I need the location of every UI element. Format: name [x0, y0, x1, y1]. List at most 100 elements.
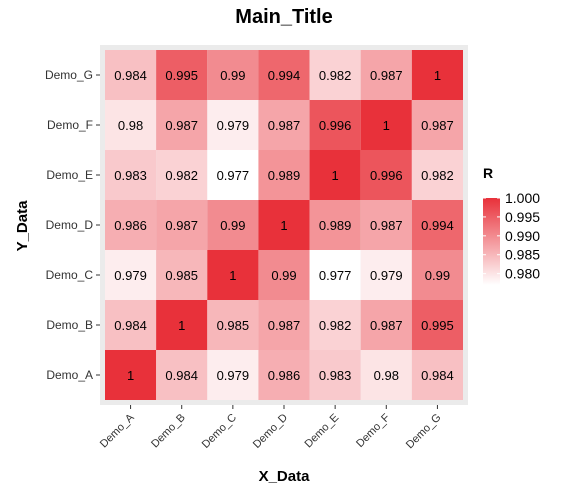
cell-value-label: 0.99 [271, 268, 296, 283]
cell-value-label: 0.986 [268, 368, 301, 383]
color-legend: R 1.000 0.995 0.990 0.985 0.980 [483, 165, 540, 285]
heatmap-cell [258, 250, 310, 300]
cell-value-label: 1 [127, 368, 134, 383]
heatmap-cell [105, 100, 157, 150]
heatmap-cell [309, 150, 361, 200]
heatmap-cell [360, 100, 412, 150]
cell-value-label: 0.995 [421, 318, 454, 333]
heatmap-cell [360, 200, 412, 250]
heatmap-cell [105, 200, 157, 250]
cell-value-label: 0.983 [114, 168, 147, 183]
cell-value-label: 0.987 [268, 118, 301, 133]
cell-value-label: 0.984 [114, 68, 147, 83]
y-tick-label: Demo_C [46, 268, 94, 282]
heatmap-cell-labels: 1 0.984 0.979 0.986 0.983 0.98 0.984 0.984 1 0.98… [114, 68, 453, 383]
heatmap-cell [156, 300, 208, 350]
x-axis: Demo_A Demo_B Demo_C Demo_D Demo_E Demo_F Demo… [98, 405, 444, 451]
chart-title: Main_Title [235, 6, 332, 28]
cell-value-label: 1 [178, 318, 185, 333]
heatmap-cell [156, 250, 208, 300]
heatmap-cell [207, 250, 259, 300]
heatmap-cell [156, 150, 208, 200]
heatmap-cell [360, 50, 412, 100]
cell-value-label: 0.98 [118, 118, 143, 133]
cell-value-label: 0.985 [165, 268, 198, 283]
cell-value-label: 1 [383, 118, 390, 133]
legend-colorbar [483, 198, 500, 285]
y-tick-label: Demo_F [47, 118, 93, 132]
cell-value-label: 0.982 [319, 318, 352, 333]
cell-value-label: 0.987 [370, 68, 403, 83]
cell-value-label: 0.979 [217, 118, 250, 133]
cell-value-label: 0.986 [114, 218, 147, 233]
x-tick-label: Demo_C [200, 412, 239, 451]
cell-value-label: 0.99 [220, 218, 245, 233]
y-axis: Demo_A Demo_B Demo_C Demo_D Demo_E Demo_F Demo… [45, 68, 100, 382]
legend-tick-label: 0.995 [505, 209, 540, 225]
y-tick-label: Demo_D [46, 218, 94, 232]
heatmap-cell [156, 350, 208, 400]
heatmap-cell [258, 350, 310, 400]
heatmap-cell [105, 150, 157, 200]
heatmap-cell [105, 250, 157, 300]
cell-value-label: 0.982 [319, 68, 352, 83]
cell-value-label: 0.987 [165, 118, 198, 133]
cell-value-label: 0.979 [114, 268, 147, 283]
cell-value-label: 0.987 [421, 118, 454, 133]
cell-value-label: 0.989 [268, 168, 301, 183]
heatmap-cell [207, 100, 259, 150]
cell-value-label: 0.977 [217, 168, 250, 183]
heatmap-cell [360, 350, 412, 400]
heatmap-cell [258, 100, 310, 150]
y-tick-label: Demo_A [46, 368, 93, 382]
heatmap-cell [156, 100, 208, 150]
y-axis-title: Y_Data [14, 200, 31, 252]
cell-value-label: 0.979 [370, 268, 403, 283]
legend-tick-label: 0.985 [505, 247, 540, 263]
cell-value-label: 0.979 [217, 368, 250, 383]
heatmap-cell [258, 50, 310, 100]
legend-tick-label: 1.000 [505, 190, 540, 206]
cell-value-label: 0.99 [425, 268, 450, 283]
heatmap-cell [411, 50, 463, 100]
heatmap-cell [309, 300, 361, 350]
cell-value-label: 0.987 [268, 318, 301, 333]
heatmap-cell [411, 150, 463, 200]
legend-ticks: 1.000 0.995 0.990 0.985 0.980 [483, 190, 540, 282]
cell-value-label: 0.996 [370, 168, 403, 183]
y-tick-label: Demo_G [45, 68, 93, 82]
cell-value-label: 0.989 [319, 218, 352, 233]
heatmap-cell [105, 50, 157, 100]
x-tick-label: Demo_D [251, 412, 290, 451]
heatmap-cell [309, 50, 361, 100]
heatmap-cell [207, 50, 259, 100]
legend-tick-label: 0.990 [505, 228, 540, 244]
cell-value-label: 0.987 [370, 218, 403, 233]
cell-value-label: 1 [229, 268, 236, 283]
cell-value-label: 0.98 [374, 368, 399, 383]
cell-value-label: 0.984 [421, 368, 454, 383]
heatmap-cell [411, 300, 463, 350]
y-tick-label: Demo_B [46, 318, 93, 332]
heatmap-cell [411, 250, 463, 300]
cell-value-label: 0.984 [114, 318, 147, 333]
cell-value-label: 0.982 [421, 168, 454, 183]
legend-title: R [483, 165, 493, 181]
heatmap-cell [309, 250, 361, 300]
x-tick-label: Demo_A [98, 411, 137, 450]
heatmap-cell [309, 350, 361, 400]
heatmap-cell [411, 100, 463, 150]
cell-value-label: 0.987 [165, 218, 198, 233]
heatmap-cell [360, 300, 412, 350]
heatmap-cell [156, 50, 208, 100]
x-axis-title: X_Data [259, 468, 311, 485]
cell-value-label: 0.985 [217, 318, 250, 333]
cell-value-label: 0.996 [319, 118, 352, 133]
cell-value-label: 1 [434, 68, 441, 83]
heatmap-cell [156, 200, 208, 250]
x-tick-label: Demo_E [303, 412, 342, 451]
cell-value-label: 0.987 [370, 318, 403, 333]
heatmap-cells [105, 50, 463, 400]
cell-value-label: 1 [280, 218, 287, 233]
